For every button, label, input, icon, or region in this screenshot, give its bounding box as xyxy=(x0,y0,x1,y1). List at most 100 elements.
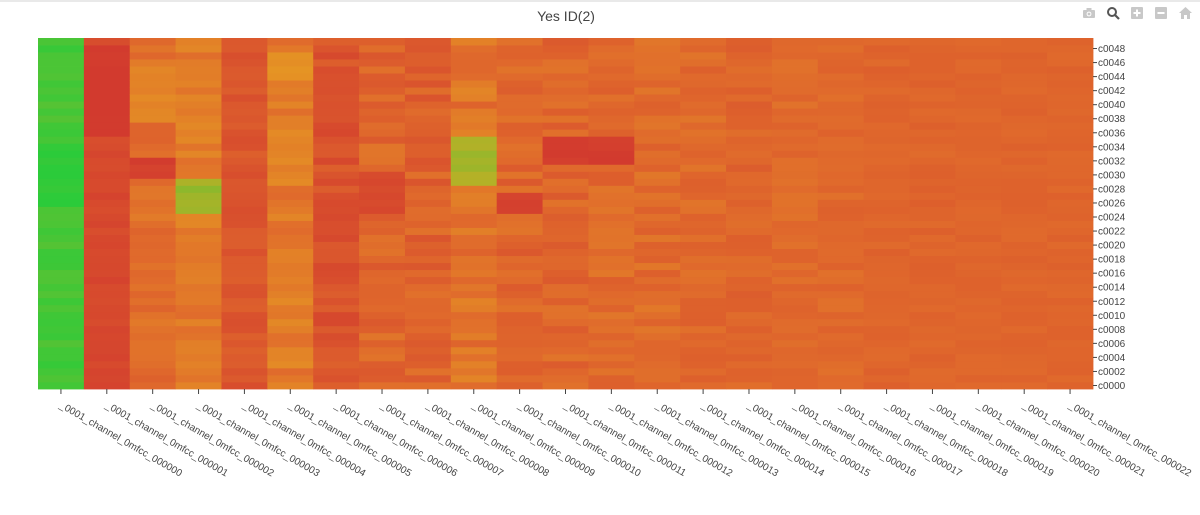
heatmap-cell[interactable] xyxy=(83,262,131,271)
heatmap-cell[interactable] xyxy=(955,157,1002,165)
heatmap-cell[interactable] xyxy=(955,353,1002,362)
heatmap-cell[interactable] xyxy=(680,80,727,88)
heatmap-cell[interactable] xyxy=(38,360,85,369)
heatmap-cell[interactable] xyxy=(450,255,498,264)
heatmap-cell[interactable] xyxy=(267,381,314,390)
heatmap-cell[interactable] xyxy=(496,332,543,341)
heatmap-cell[interactable] xyxy=(450,353,498,362)
heatmap-cell[interactable] xyxy=(1001,283,1048,292)
heatmap-cell[interactable] xyxy=(313,171,360,179)
heatmap-cell[interactable] xyxy=(634,206,681,214)
heatmap-cell[interactable] xyxy=(634,353,681,362)
heatmap-cell[interactable] xyxy=(680,290,727,299)
heatmap-cell[interactable] xyxy=(83,297,131,306)
heatmap-cell[interactable] xyxy=(634,87,681,95)
heatmap-cell[interactable] xyxy=(129,206,177,214)
heatmap-cell[interactable] xyxy=(359,220,406,228)
heatmap-cell[interactable] xyxy=(771,73,819,81)
heatmap-cell[interactable] xyxy=(955,199,1002,207)
heatmap-cell[interactable] xyxy=(313,248,360,257)
heatmap-cell[interactable] xyxy=(909,381,956,390)
heatmap-cell[interactable] xyxy=(450,332,498,341)
heatmap-cell[interactable] xyxy=(1001,255,1048,264)
heatmap-cell[interactable] xyxy=(359,73,406,81)
heatmap-cell[interactable] xyxy=(129,353,177,362)
heatmap-cell[interactable] xyxy=(1001,150,1048,158)
heatmap-cell[interactable] xyxy=(771,45,819,53)
heatmap-cell[interactable] xyxy=(313,311,360,320)
heatmap-cell[interactable] xyxy=(542,381,589,390)
heatmap-cell[interactable] xyxy=(496,94,543,102)
heatmap-cell[interactable] xyxy=(38,318,85,327)
heatmap-cell[interactable] xyxy=(817,290,865,299)
heatmap-cell[interactable] xyxy=(404,339,452,348)
heatmap-cell[interactable] xyxy=(955,248,1002,257)
heatmap-cell[interactable] xyxy=(726,374,773,383)
heatmap-cell[interactable] xyxy=(38,59,85,67)
heatmap-cell[interactable] xyxy=(359,206,406,214)
heatmap-cell[interactable] xyxy=(450,192,498,200)
heatmap-cell[interactable] xyxy=(404,269,452,278)
heatmap-cell[interactable] xyxy=(175,220,222,228)
heatmap-cell[interactable] xyxy=(450,262,498,271)
heatmap-cell[interactable] xyxy=(1001,374,1048,383)
heatmap-cell[interactable] xyxy=(817,304,865,313)
heatmap-cell[interactable] xyxy=(1001,59,1048,67)
heatmap-cell[interactable] xyxy=(1001,143,1048,151)
heatmap-cell[interactable] xyxy=(129,157,177,165)
heatmap-cell[interactable] xyxy=(1001,38,1048,46)
heatmap-cell[interactable] xyxy=(175,332,222,341)
heatmap-cell[interactable] xyxy=(1047,164,1094,172)
heatmap-cell[interactable] xyxy=(404,150,452,158)
heatmap-cell[interactable] xyxy=(313,80,360,88)
heatmap-cell[interactable] xyxy=(542,129,589,137)
heatmap-cell[interactable] xyxy=(83,150,131,158)
heatmap-cell[interactable] xyxy=(726,227,773,235)
heatmap-cell[interactable] xyxy=(909,311,956,320)
heatmap-cell[interactable] xyxy=(267,248,314,257)
heatmap-cell[interactable] xyxy=(359,241,406,249)
heatmap-cell[interactable] xyxy=(221,213,268,221)
heatmap-cell[interactable] xyxy=(817,325,865,334)
heatmap-cell[interactable] xyxy=(129,241,177,249)
heatmap-cell[interactable] xyxy=(175,374,222,383)
heatmap-cell[interactable] xyxy=(38,94,85,102)
heatmap-cell[interactable] xyxy=(359,94,406,102)
heatmap-cell[interactable] xyxy=(83,360,131,369)
heatmap-cell[interactable] xyxy=(863,192,910,200)
heatmap-cell[interactable] xyxy=(680,318,727,327)
heatmap-cell[interactable] xyxy=(267,185,314,193)
heatmap-cell[interactable] xyxy=(542,101,589,109)
heatmap-cell[interactable] xyxy=(496,73,543,81)
heatmap-cell[interactable] xyxy=(955,276,1002,285)
heatmap-cell[interactable] xyxy=(267,360,314,369)
heatmap-cell[interactable] xyxy=(680,213,727,221)
heatmap-cell[interactable] xyxy=(634,297,681,306)
heatmap-cell[interactable] xyxy=(175,52,222,60)
heatmap-cell[interactable] xyxy=(863,248,910,257)
heatmap-cell[interactable] xyxy=(221,262,268,271)
heatmap-cell[interactable] xyxy=(588,353,635,362)
heatmap-cell[interactable] xyxy=(450,171,498,179)
heatmap-cell[interactable] xyxy=(175,192,222,200)
heatmap-cell[interactable] xyxy=(83,143,131,151)
heatmap-cell[interactable] xyxy=(450,66,498,74)
heatmap-cell[interactable] xyxy=(313,304,360,313)
heatmap-cell[interactable] xyxy=(909,192,956,200)
heatmap-cell[interactable] xyxy=(496,122,543,130)
heatmap-cell[interactable] xyxy=(1001,367,1048,376)
heatmap-cell[interactable] xyxy=(129,255,177,264)
heatmap-cell[interactable] xyxy=(129,38,177,46)
heatmap-cell[interactable] xyxy=(129,339,177,348)
heatmap-cell[interactable] xyxy=(588,220,635,228)
heatmap-cell[interactable] xyxy=(221,73,268,81)
heatmap-cell[interactable] xyxy=(1047,157,1094,165)
heatmap-cell[interactable] xyxy=(450,339,498,348)
heatmap-cell[interactable] xyxy=(634,374,681,383)
heatmap-cell[interactable] xyxy=(175,164,222,172)
zoom-out-icon[interactable] xyxy=(1152,4,1170,22)
heatmap-cell[interactable] xyxy=(38,262,85,271)
heatmap-cell[interactable] xyxy=(38,164,85,172)
heatmap-cell[interactable] xyxy=(817,94,865,102)
heatmap-cell[interactable] xyxy=(359,367,406,376)
